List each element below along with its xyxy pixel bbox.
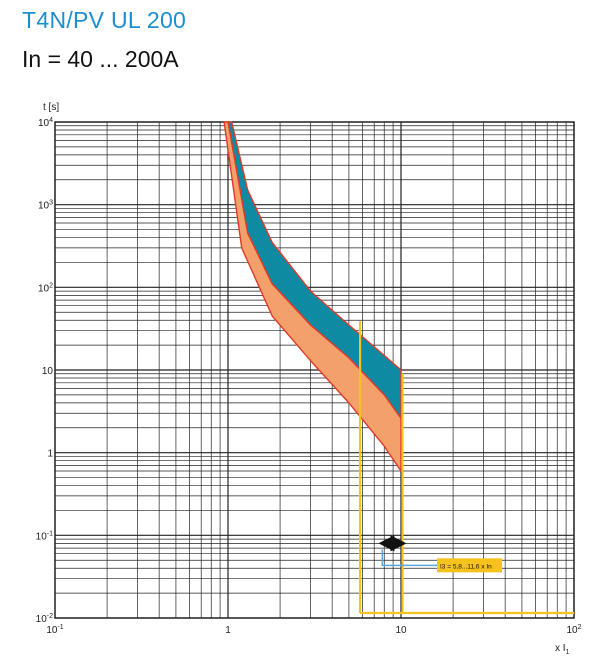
- chart-subtitle: In = 40 ... 200A: [22, 46, 179, 72]
- x-tick-label: 1: [225, 625, 231, 636]
- instantaneous-band: [358, 321, 574, 615]
- y-tick-label: 10-2: [36, 613, 53, 625]
- y-tick-label: 1: [47, 449, 53, 460]
- annotation: I3 = 5,8...11,6 x In: [378, 535, 502, 573]
- x-tick-label: 10: [395, 625, 407, 636]
- x-axis-label: x I1: [555, 643, 570, 656]
- y-tick-label: 10: [42, 366, 54, 377]
- y-tick-label: 102: [38, 282, 53, 294]
- y-tick-label: 104: [38, 117, 53, 129]
- x-tick-label: 102: [566, 624, 581, 636]
- annotation-text: I3 = 5,8...11,6 x In: [440, 563, 492, 570]
- y-tick-label: 10-1: [36, 530, 53, 542]
- grid: [54, 121, 575, 619]
- y-axis-label: t [s]: [43, 102, 59, 113]
- chart-title: T4N/PV UL 200: [22, 7, 187, 33]
- lower-band: [223, 121, 402, 472]
- annotation-leader: [381, 549, 437, 567]
- annotation-box: [437, 558, 502, 573]
- x-tick-label: 10-1: [46, 624, 63, 636]
- y-tick-label: 103: [38, 200, 53, 212]
- bands: [223, 121, 402, 472]
